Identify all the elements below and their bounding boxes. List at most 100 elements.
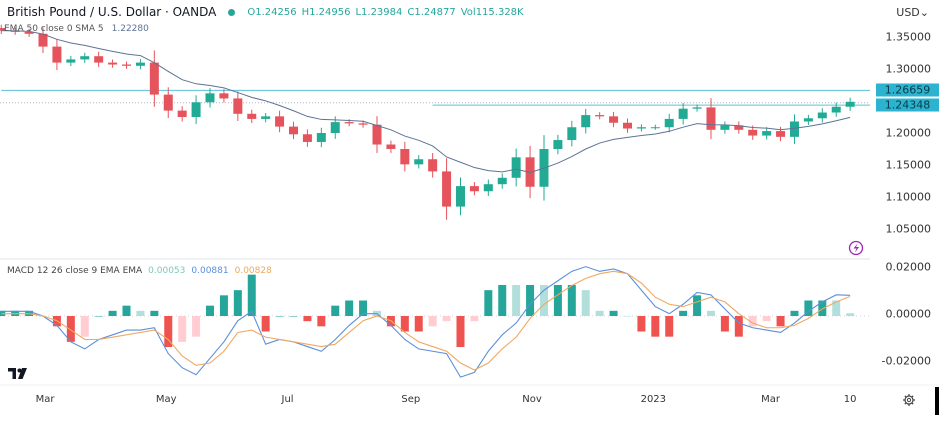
macd-histogram-bar — [470, 316, 479, 322]
macd-histogram-bar — [400, 316, 409, 332]
candle — [678, 103, 688, 125]
close-value: C1.24877 — [407, 6, 456, 18]
candle — [372, 116, 382, 154]
candle — [483, 179, 493, 196]
macd-histogram-bar — [94, 316, 103, 317]
macd-histogram-bar — [317, 316, 326, 327]
macd-histogram-bar — [80, 316, 89, 337]
tradingview-logo[interactable] — [8, 368, 27, 379]
macd-label: MACD 12 26 close 9 EMA EMA — [7, 266, 143, 276]
macd-histogram-bar — [679, 310, 688, 316]
macd-histogram-bar — [706, 310, 715, 316]
candle — [177, 106, 187, 122]
candle — [428, 153, 438, 178]
candle — [789, 114, 799, 145]
macd-histogram-bar — [484, 290, 493, 316]
macd-line — [1, 266, 851, 378]
macd-histogram-bar — [108, 310, 117, 316]
macd-histogram-bar — [289, 316, 298, 317]
macd-histogram-bar — [637, 316, 646, 332]
macd-histogram-bar — [567, 284, 576, 316]
macd-histogram-bar — [164, 316, 173, 348]
macd-histogram-bar — [553, 284, 562, 316]
candle — [400, 141, 410, 172]
ema-legend[interactable]: EMA 50 close 0 SMA 5 1.22280 — [4, 24, 149, 34]
macd-histogram-bar — [846, 313, 855, 316]
ema-label: EMA 50 close 0 SMA 5 — [4, 24, 104, 34]
macd-histogram-bar — [762, 316, 771, 322]
macd-histogram-bar — [595, 310, 604, 316]
macd-histogram-bar — [720, 316, 729, 332]
macd-histogram-bar — [66, 316, 75, 342]
candle — [734, 121, 744, 134]
time-axis-label: Mar — [761, 394, 781, 405]
candle — [24, 28, 34, 37]
candle — [497, 173, 507, 189]
ema-value: 1.22280 — [111, 24, 149, 34]
macd-value: 0.00881 — [191, 266, 229, 276]
candle — [52, 39, 62, 70]
signal-line — [1, 270, 851, 371]
macd-histogram-bar — [581, 290, 590, 316]
candle — [442, 158, 452, 220]
low-value: L1.23984 — [355, 6, 403, 18]
candle — [66, 55, 76, 67]
candle — [261, 113, 271, 123]
macd-histogram-bar — [804, 300, 813, 316]
symbol-title[interactable]: British Pound / U.S. Dollar · OANDA — [7, 5, 217, 19]
macd-histogram-bar — [345, 300, 354, 316]
time-axis-label: 2023 — [640, 394, 667, 405]
candle — [776, 126, 786, 142]
price-label-box: 1.24348 — [876, 98, 939, 112]
macd-histogram-bar — [693, 295, 702, 316]
macd-histogram-value: 0.00053 — [148, 266, 186, 276]
macd-histogram-bar — [192, 316, 201, 337]
price-axis-label: 1.20000 — [885, 126, 932, 140]
macd-legend[interactable]: MACD 12 26 close 9 EMA EMA 0.00053 0.00881… — [7, 266, 272, 276]
macd-histogram-bar — [734, 316, 743, 337]
macd-histogram-bar — [776, 316, 785, 327]
macd-histogram-bar — [818, 300, 827, 316]
currency-selector[interactable]: USD⌄ — [896, 6, 929, 19]
candle — [455, 177, 465, 216]
macd-histogram-bar — [665, 316, 674, 337]
candle — [803, 114, 813, 125]
price-label-box: 1.26659 — [876, 83, 939, 97]
candle — [845, 97, 855, 111]
candle — [316, 127, 326, 148]
candle — [622, 118, 632, 133]
macd-histogram-bar — [303, 316, 312, 322]
macd-histogram-bar — [414, 316, 423, 332]
candle — [553, 134, 563, 155]
time-axis-label: Nov — [522, 394, 542, 405]
candle — [191, 95, 201, 124]
macd-histogram-bar — [609, 310, 618, 316]
candle — [831, 102, 841, 117]
time-axis-label: May — [155, 394, 177, 405]
signal-value: 0.00828 — [234, 266, 272, 276]
macd-histogram-bar — [122, 305, 131, 316]
macd-axis-label: 0.00000 — [885, 307, 932, 321]
price-axis-label: 1.15000 — [885, 158, 932, 172]
macd-histogram-bar — [136, 310, 145, 316]
price-axis-label: 1.10000 — [885, 190, 932, 204]
candle — [720, 121, 730, 134]
candle — [581, 108, 591, 134]
macd-histogram-bar — [261, 316, 270, 332]
macd-histogram-bar — [359, 300, 368, 316]
macd-histogram-bar — [748, 316, 757, 327]
macd-histogram-bar — [456, 316, 465, 348]
macd-histogram-bar — [790, 310, 799, 316]
gear-icon[interactable] — [903, 394, 915, 406]
macd-histogram-bar — [442, 316, 451, 322]
candle — [595, 112, 605, 120]
macd-histogram-bar — [150, 310, 159, 316]
candle — [511, 148, 521, 187]
macd-axis-label: 0.02000 — [885, 260, 932, 274]
candle — [289, 121, 298, 140]
lightning-icon[interactable] — [848, 240, 864, 256]
macd-histogram-bar — [539, 284, 548, 316]
macd-histogram-bar — [512, 284, 521, 316]
candle — [386, 140, 396, 153]
